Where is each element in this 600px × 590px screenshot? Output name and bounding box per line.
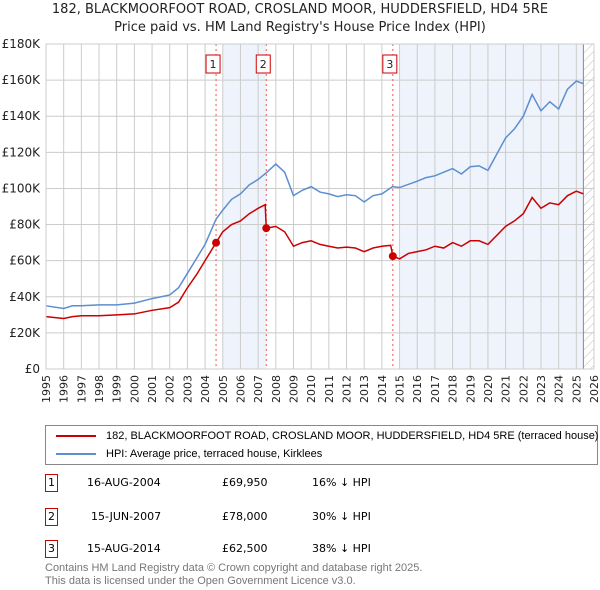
x-tick-label: 2014: [376, 375, 389, 403]
sale-hpi-diff: 16% ↓ HPI: [312, 476, 371, 489]
sale-label: 2: [260, 58, 267, 71]
price-chart: 1995 1996 1997 1998 1999 2000 2001 2002 2003 2004…: [2, 37, 600, 403]
y-tick-label: £60K: [9, 254, 41, 268]
x-tick-label: 2016: [411, 375, 424, 403]
series-line: [45, 80, 584, 310]
x-tick-label: 2023: [535, 375, 548, 403]
sale-label-box: [205, 54, 221, 74]
legend-red-swatch: [56, 435, 96, 437]
sale-date: 15-JUN-2007: [91, 510, 162, 523]
sale-label-box: [255, 54, 271, 74]
sale-marker-box: 3: [45, 540, 58, 558]
sale-label-box: [382, 54, 398, 74]
x-tick-label: 2002: [164, 375, 177, 403]
sale-date: 15-AUG-2014: [87, 542, 161, 555]
sale-price: £62,500: [222, 542, 268, 555]
sale-marker-box: 2: [45, 508, 58, 526]
legend: 182, BLACKMOORFOOT ROAD, CROSLAND MOOR, …: [45, 425, 598, 465]
x-tick-label: 2018: [447, 375, 460, 403]
x-tick-label: 2024: [553, 375, 566, 403]
x-tick-label: 2006: [234, 375, 247, 403]
legend-blue-swatch: [56, 453, 96, 455]
x-tick-label: 2020: [482, 375, 495, 403]
y-tick-label: £180K: [2, 37, 42, 51]
y-tick-label: £80K: [9, 218, 41, 232]
sale-hpi-diff: 30% ↓ HPI: [312, 510, 371, 523]
sale-price: £78,000: [222, 510, 268, 523]
x-tick-label: 2019: [464, 375, 477, 403]
x-tick-label: 1999: [111, 375, 124, 403]
footer: Contains HM Land Registry data © Crown c…: [45, 562, 422, 588]
y-tick-label: £0: [25, 362, 40, 376]
x-tick-label: 2005: [217, 375, 230, 403]
x-tick-label: 2011: [323, 375, 336, 403]
x-tick-label: 2013: [358, 375, 371, 403]
x-tick-label: 2003: [181, 375, 194, 403]
x-tick-label: 1998: [93, 375, 106, 403]
x-tick-label: 2015: [394, 375, 407, 403]
sale-point: [212, 238, 221, 247]
legend-blue-label: HPI: Average price, terraced house, Kirk…: [106, 448, 323, 460]
sale-date: 16-AUG-2004: [87, 476, 161, 489]
x-tick-label: 2017: [429, 375, 442, 403]
y-tick-label: £40K: [9, 290, 41, 304]
legend-red-label: 182, BLACKMOORFOOT ROAD, CROSLAND MOOR, …: [106, 430, 599, 442]
chart-title: 182, BLACKMOORFOOT ROAD, CROSLAND MOOR, …: [51, 2, 549, 17]
footer-copyright: Contains HM Land Registry data © Crown c…: [45, 562, 423, 574]
sale-marker-box: 1: [45, 474, 58, 492]
plot-border: [45, 43, 595, 370]
footer-licence: This data is licensed under the Open Gov…: [45, 575, 356, 587]
sale-label: 3: [386, 58, 393, 71]
x-tick-label: 2009: [287, 375, 300, 403]
sale-point: [262, 224, 271, 233]
x-tick-label: 2008: [270, 375, 283, 403]
y-tick-label: £100K: [2, 181, 42, 195]
forecast-hatch: [583, 44, 594, 369]
x-tick-label: 1997: [75, 375, 88, 403]
series-line: [45, 190, 584, 320]
x-tick-label: 2025: [570, 375, 583, 403]
x-tick-label: 1995: [40, 375, 53, 403]
x-tick-label: 2001: [146, 375, 159, 403]
sale-label: 1: [210, 58, 217, 71]
sale-price: £69,950: [222, 476, 268, 489]
sale-point: [388, 252, 397, 261]
x-tick-label: 2022: [517, 375, 530, 403]
y-tick-label: £120K: [2, 145, 42, 159]
x-tick-label: 2012: [341, 375, 354, 403]
x-tick-label: 2026: [588, 375, 600, 403]
y-tick-label: £140K: [2, 109, 42, 123]
shaded-range: [399, 44, 584, 369]
chart-subtitle: Price paid vs. HM Land Registry's House …: [114, 20, 486, 35]
x-tick-label: 2000: [128, 375, 141, 403]
y-tick-label: £20K: [9, 326, 41, 340]
x-tick-label: 2010: [305, 375, 318, 403]
y-tick-label: £160K: [2, 73, 42, 87]
shaded-range: [222, 44, 267, 369]
x-tick-label: 2004: [199, 375, 212, 403]
x-tick-label: 2021: [500, 375, 513, 403]
sale-hpi-diff: 38% ↓ HPI: [312, 542, 371, 555]
x-tick-label: 1996: [58, 375, 71, 403]
x-tick-label: 2007: [252, 375, 265, 403]
